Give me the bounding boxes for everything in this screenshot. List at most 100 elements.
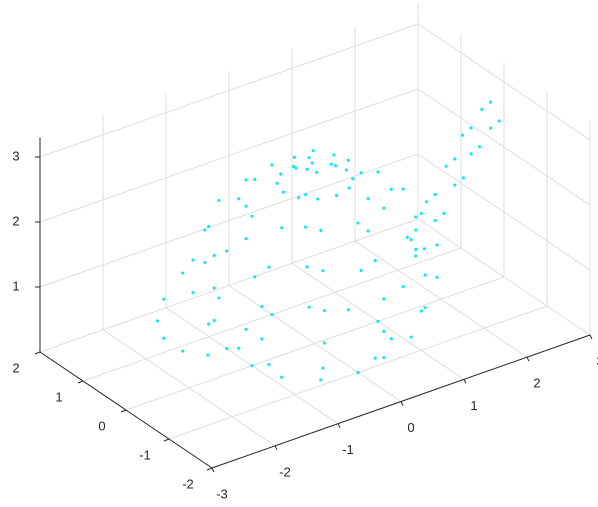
point — [374, 357, 377, 360]
point — [323, 341, 326, 344]
point — [425, 200, 428, 203]
point — [420, 309, 423, 312]
point — [434, 219, 437, 222]
point — [435, 276, 438, 279]
point — [203, 261, 206, 264]
point — [356, 371, 359, 374]
point — [423, 247, 426, 250]
grid-line — [126, 277, 504, 410]
point — [295, 167, 298, 170]
point — [305, 168, 308, 171]
point — [376, 320, 379, 323]
point — [162, 337, 165, 340]
point — [304, 225, 307, 228]
point — [244, 178, 247, 181]
point — [181, 271, 184, 274]
point — [279, 172, 282, 175]
point — [191, 259, 194, 262]
x-tick — [590, 335, 592, 339]
point — [206, 354, 209, 357]
point — [217, 296, 220, 299]
point — [390, 188, 393, 191]
y-tick — [78, 381, 83, 383]
point — [390, 337, 393, 340]
point — [489, 127, 492, 130]
point — [462, 176, 465, 179]
point — [293, 156, 296, 159]
point — [280, 376, 283, 379]
point — [420, 212, 423, 215]
chart: -3-2-10123-2-1012123 — [0, 0, 598, 507]
point — [311, 161, 314, 164]
point — [367, 229, 370, 232]
point — [348, 186, 351, 189]
point — [282, 190, 285, 193]
point — [498, 119, 501, 122]
point — [280, 226, 283, 229]
point — [319, 378, 322, 381]
point — [469, 126, 472, 129]
point — [410, 238, 413, 241]
point — [267, 363, 270, 366]
point — [237, 197, 240, 200]
point — [480, 108, 483, 111]
point — [181, 349, 184, 352]
point — [250, 215, 253, 218]
point — [244, 328, 247, 331]
x-tick — [527, 357, 529, 361]
point — [250, 364, 253, 367]
point — [225, 249, 228, 252]
point — [270, 163, 273, 166]
point — [406, 236, 409, 239]
point — [304, 193, 307, 196]
point — [225, 347, 228, 350]
point — [334, 164, 337, 167]
point — [442, 212, 445, 215]
point — [402, 285, 405, 288]
point — [453, 157, 456, 160]
x-tick — [401, 402, 403, 406]
point — [434, 193, 437, 196]
point — [332, 153, 335, 156]
point — [307, 306, 310, 309]
point — [217, 199, 220, 202]
x-tick-label: 0 — [407, 420, 414, 435]
point — [260, 337, 263, 340]
point — [237, 347, 240, 350]
point — [270, 313, 273, 316]
point — [321, 367, 324, 370]
point — [315, 171, 318, 174]
point — [312, 149, 315, 152]
point — [345, 168, 348, 171]
point — [410, 335, 413, 338]
y-tick — [35, 352, 40, 354]
point — [414, 228, 417, 231]
point — [424, 273, 427, 276]
point — [356, 221, 359, 224]
point — [347, 308, 350, 311]
y-tick — [207, 468, 212, 470]
point — [260, 305, 263, 308]
x-tick-label: 2 — [533, 376, 540, 391]
point — [213, 254, 216, 257]
point — [382, 356, 385, 359]
point — [245, 205, 248, 208]
point — [347, 159, 350, 162]
point — [297, 196, 300, 199]
point — [453, 183, 456, 186]
point — [245, 237, 248, 240]
point — [253, 178, 256, 181]
point — [360, 171, 363, 174]
point — [207, 322, 210, 325]
x-tick-label: -2 — [279, 464, 291, 479]
x-tick-label: -3 — [216, 486, 228, 501]
y-tick-label: -1 — [139, 447, 151, 462]
point — [207, 225, 210, 228]
y-tick-label: 2 — [12, 360, 19, 375]
point — [367, 197, 370, 200]
point — [323, 309, 326, 312]
y-tick — [164, 439, 169, 441]
point — [424, 306, 427, 309]
point — [335, 194, 338, 197]
